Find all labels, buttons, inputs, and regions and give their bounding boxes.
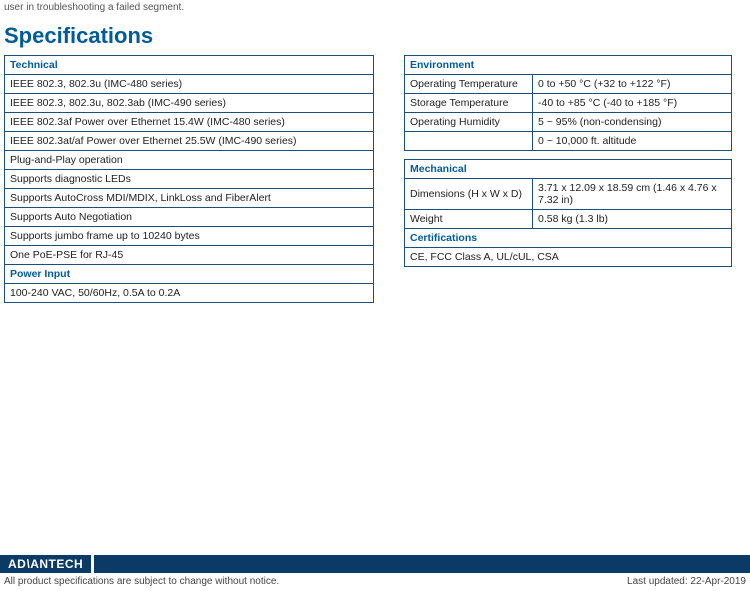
page-footer: AD\ANTECH All product specifications are… xyxy=(0,555,750,591)
brand-logo: AD\ANTECH xyxy=(0,557,91,571)
table-row: IEEE 802.3at/af Power over Ethernet 25.5… xyxy=(5,132,374,151)
footer-line: All product specifications are subject t… xyxy=(0,573,750,591)
table-row: 100-240 VAC, 50/60Hz, 0.5A to 0.2A xyxy=(5,284,374,303)
table-row: Supports AutoCross MDI/MDIX, LinkLoss an… xyxy=(5,189,374,208)
table-row: IEEE 802.3, 802.3u (IMC-480 series) xyxy=(5,75,374,94)
table-row: Supports diagnostic LEDs xyxy=(5,170,374,189)
env-label: Operating Humidity xyxy=(405,113,533,132)
power-header: Power Input xyxy=(5,265,374,284)
environment-header: Environment xyxy=(405,56,732,75)
table-row: Plug-and-Play operation xyxy=(5,151,374,170)
certifications-header: Certifications xyxy=(405,229,732,248)
gap xyxy=(404,151,732,159)
footer-fill xyxy=(94,555,750,573)
table-row: IEEE 802.3af Power over Ethernet 15.4W (… xyxy=(5,113,374,132)
left-column: Technical IEEE 802.3, 802.3u (IMC-480 se… xyxy=(4,55,374,303)
spec-columns: Technical IEEE 802.3, 802.3u (IMC-480 se… xyxy=(0,55,750,303)
env-label: Storage Temperature xyxy=(405,94,533,113)
technical-table: Technical IEEE 802.3, 802.3u (IMC-480 se… xyxy=(4,55,374,303)
table-row: IEEE 802.3, 802.3u, 802.3ab (IMC-490 ser… xyxy=(5,94,374,113)
cert-value: CE, FCC Class A, UL/cUL, CSA xyxy=(405,248,732,267)
right-column: Environment Operating Temperature 0 to +… xyxy=(404,55,732,303)
mech-value: 0.58 kg (1.3 lb) xyxy=(533,210,732,229)
table-row: Supports jumbo frame up to 10240 bytes xyxy=(5,227,374,246)
table-row: Supports Auto Negotiation xyxy=(5,208,374,227)
footer-disclaimer: All product specifications are subject t… xyxy=(4,576,279,587)
specifications-title: Specifications xyxy=(0,13,750,55)
mechanical-table: Mechanical Dimensions (H x W x D) 3.71 x… xyxy=(404,159,732,267)
technical-header: Technical xyxy=(5,56,374,75)
env-value: 5 ~ 95% (non-condensing) xyxy=(533,113,732,132)
env-label: Operating Temperature xyxy=(405,75,533,94)
env-value: -40 to +85 °C (-40 to +185 °F) xyxy=(533,94,732,113)
mechanical-header: Mechanical xyxy=(405,160,732,179)
env-label xyxy=(405,132,533,151)
intro-fragment: user in troubleshooting a failed segment… xyxy=(0,0,750,13)
mech-label: Weight xyxy=(405,210,533,229)
footer-bar: AD\ANTECH xyxy=(0,555,750,573)
mech-value: 3.71 x 12.09 x 18.59 cm (1.46 x 4.76 x 7… xyxy=(533,179,732,210)
mech-label: Dimensions (H x W x D) xyxy=(405,179,533,210)
env-value: 0 ~ 10,000 ft. altitude xyxy=(533,132,732,151)
footer-updated: Last updated: 22-Apr-2019 xyxy=(627,576,746,587)
env-value: 0 to +50 °C (+32 to +122 °F) xyxy=(533,75,732,94)
table-row: One PoE-PSE for RJ-45 xyxy=(5,246,374,265)
environment-table: Environment Operating Temperature 0 to +… xyxy=(404,55,732,151)
